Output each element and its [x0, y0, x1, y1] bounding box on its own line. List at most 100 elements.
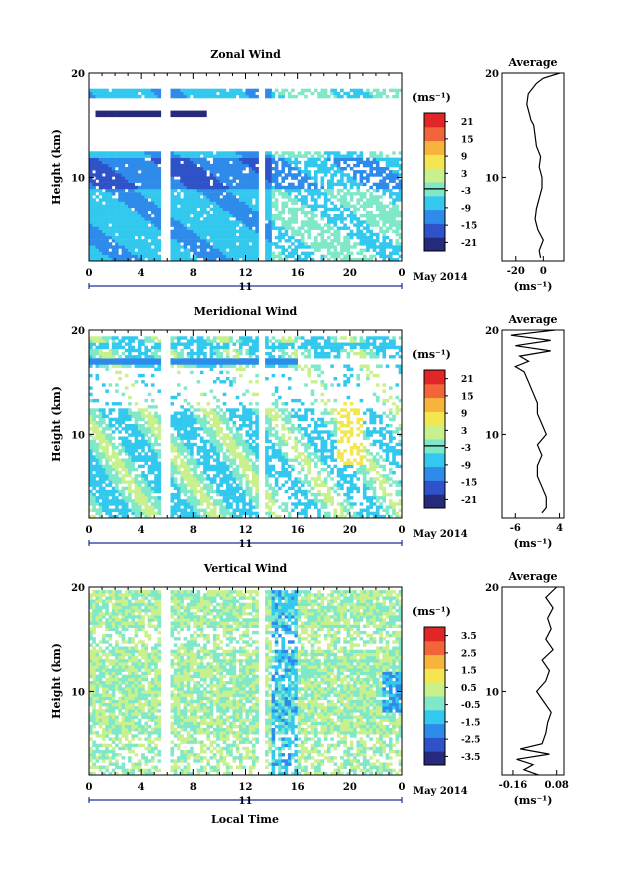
heatmap-cell	[222, 201, 227, 205]
heatmap-cell	[375, 198, 380, 202]
heatmap-cell	[268, 414, 272, 418]
heatmap-cell	[268, 248, 272, 252]
heatmap-cell	[252, 420, 256, 425]
heatmap-cell	[235, 439, 240, 444]
heatmap-cell	[95, 467, 100, 472]
heatmap-cell	[105, 160, 109, 165]
heatmap-cell	[183, 245, 188, 249]
heatmap-cell	[111, 113, 116, 118]
heatmap-cell	[294, 185, 298, 190]
heatmap-cell	[128, 226, 132, 230]
heatmap-cell	[353, 232, 357, 237]
heatmap-cell	[115, 467, 119, 472]
heatmap-cell	[115, 214, 119, 218]
heatmap-cell	[216, 204, 220, 208]
heatmap-cell	[271, 452, 276, 456]
heatmap-cell	[327, 207, 331, 212]
heatmap-cell	[118, 508, 122, 512]
heatmap-cell	[212, 245, 217, 249]
heatmap-cell	[225, 458, 230, 462]
heatmap-cell	[95, 160, 100, 165]
heatmap-cell	[268, 245, 272, 249]
heatmap-cell	[92, 414, 96, 418]
heatmap-cell	[333, 173, 338, 177]
heatmap-cell	[369, 210, 373, 215]
heatmap-cell	[268, 417, 272, 422]
heatmap-cell	[170, 242, 175, 246]
heatmap-cell	[271, 176, 276, 180]
heatmap-cell	[245, 467, 250, 472]
heatmap-cell	[203, 176, 207, 180]
heatmap-cell	[124, 179, 129, 183]
heatmap-cell	[385, 245, 390, 249]
heatmap-cell	[317, 170, 321, 174]
heatmap-cell	[278, 226, 282, 230]
heatmap-cell	[239, 339, 243, 343]
heatmap-cell	[108, 433, 113, 437]
heatmap-cell	[209, 430, 214, 434]
heatmap-cell	[369, 91, 373, 96]
heatmap-cell	[95, 502, 100, 506]
heatmap-cell	[245, 248, 250, 252]
heatmap-cell	[209, 502, 214, 506]
heatmap-cell	[170, 248, 175, 252]
heatmap-cell	[92, 455, 96, 459]
heatmap-cell	[372, 157, 377, 161]
heatmap-cell	[131, 467, 135, 472]
heatmap-cell	[102, 339, 106, 343]
heatmap-cell	[356, 157, 360, 161]
heatmap-cell	[212, 204, 217, 208]
heatmap-cell	[173, 496, 178, 500]
heatmap-cell	[150, 195, 155, 199]
heatmap-cell	[294, 160, 298, 165]
heatmap-cell	[235, 163, 240, 168]
heatmap-cell	[382, 239, 386, 243]
heatmap-cell	[193, 151, 197, 155]
heatmap-cell	[330, 179, 334, 183]
heatmap-cell	[147, 201, 152, 205]
heatmap-cell	[323, 91, 328, 96]
heatmap-cell	[320, 204, 325, 208]
heatmap-cell	[180, 179, 184, 183]
heatmap-cell	[242, 439, 246, 444]
heatmap-cell	[111, 160, 116, 165]
heatmap-cell	[121, 229, 126, 234]
heatmap-cell	[193, 489, 197, 494]
heatmap-cell	[177, 436, 181, 440]
heatmap-cell	[128, 154, 132, 158]
heatmap-cell	[219, 157, 223, 161]
heatmap-cell	[121, 254, 126, 259]
heatmap-cell	[239, 160, 243, 165]
heatmap-cell	[314, 214, 318, 218]
profile-line	[526, 72, 561, 259]
heatmap-cell	[199, 361, 204, 365]
heatmap-cell	[147, 514, 152, 519]
heatmap-cell	[173, 424, 178, 428]
heatmap-cell	[144, 358, 148, 362]
heatmap-cell	[177, 113, 181, 118]
heatmap-cell	[124, 242, 129, 246]
heatmap-cell	[369, 151, 373, 155]
heatmap-cell	[177, 411, 181, 415]
heatmap-cell	[203, 226, 207, 230]
heatmap-cell	[196, 348, 201, 353]
heatmap-cell	[219, 339, 223, 343]
heatmap-cell	[95, 204, 100, 208]
heatmap-cell	[343, 239, 347, 243]
heatmap-cell	[389, 223, 393, 227]
heatmap-cell	[170, 499, 175, 503]
heatmap-cell	[105, 113, 109, 118]
heatmap-cell	[137, 355, 142, 359]
heatmap-cell	[105, 217, 109, 221]
heatmap-cell	[128, 355, 132, 359]
heatmap-cell	[382, 257, 386, 262]
heatmap-cell	[131, 176, 135, 180]
heatmap-cell	[177, 248, 181, 252]
heatmap-cell	[89, 386, 93, 390]
heatmap-cell	[105, 508, 109, 512]
heatmap-cell	[281, 179, 285, 183]
heatmap-cell	[134, 257, 139, 262]
heatmap-cell	[190, 351, 194, 356]
heatmap-cell	[235, 188, 240, 193]
heatmap-cell	[199, 408, 204, 412]
